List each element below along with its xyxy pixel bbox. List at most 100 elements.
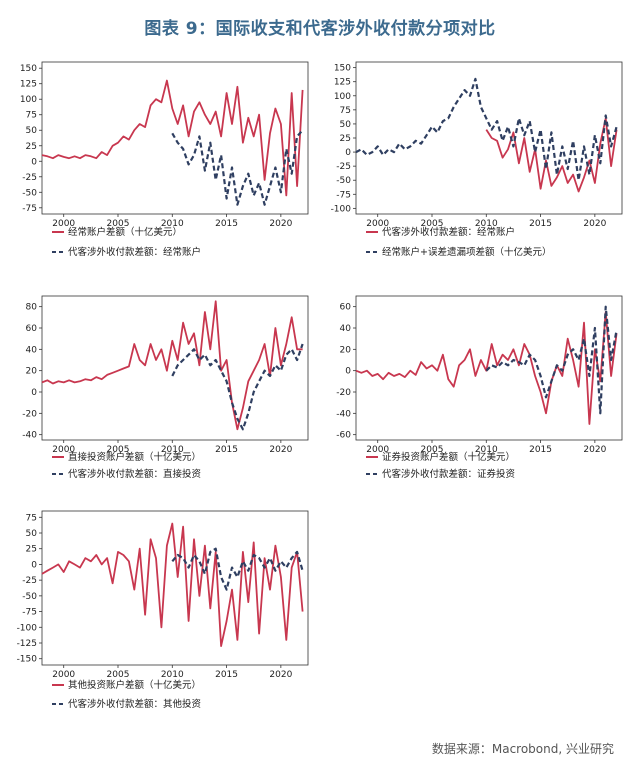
chart-portfolio-investment: -60 -40 -20 0 20 40 60 2000 2005 2010 2015 2020 证券投… (336, 295, 623, 480)
legend-label-2: 代客涉外收付款差额：其他投资 (68, 698, 202, 710)
x-tick-label: 2020 (269, 445, 292, 455)
x-tick-label: 2000 (366, 445, 389, 455)
legend-label-1: 经常账户差额（十亿美元） (68, 226, 182, 238)
plot-frame (41, 510, 309, 666)
y-tick-label: -100 (17, 623, 38, 633)
plot-axes: -40 -20 0 20 40 60 80 2000 2005 2010 2015 2020 (22, 295, 309, 455)
x-tick-label: 2015 (529, 219, 552, 229)
y-tick-label: -20 (336, 388, 351, 398)
x-tick-label: 2015 (529, 445, 552, 455)
y-tick-label: -75 (336, 190, 351, 200)
y-tick-label: 0 (31, 560, 37, 570)
legend: 直接投资账户差额（十亿美元） 代客涉外收付款差额：直接投资 (52, 451, 202, 480)
plot-axes: -75 -50 -25 0 25 50 75 100 125 150 2000 2005 2010 201… (20, 61, 309, 229)
y-tick-label: -75 (22, 608, 37, 618)
x-tick-label: 2000 (52, 219, 75, 229)
x-tick-label: 2005 (107, 219, 130, 229)
y-tick-label: 80 (26, 303, 38, 313)
y-tick-label: -50 (22, 592, 37, 602)
y-tick-label: -75 (22, 204, 37, 214)
x-tick-label: 2020 (583, 219, 606, 229)
x-tick-label: 2010 (161, 219, 184, 229)
plot-axes: -60 -40 -20 0 20 40 60 2000 2005 2010 2015 2020 (336, 295, 623, 455)
series-line-dashed (171, 343, 304, 431)
y-tick-label: 125 (20, 80, 37, 90)
y-tick-label: 100 (20, 95, 37, 105)
legend: 其他投资账户差额（十亿美元） 代客涉外收付款差额：其他投资 (52, 679, 202, 710)
y-tick-label: -25 (22, 576, 37, 586)
y-tick-label: 25 (26, 142, 37, 152)
plot-lines (355, 305, 618, 425)
y-tick-label: 40 (340, 324, 352, 334)
plot-frame (41, 295, 309, 441)
y-tick-label: -25 (336, 162, 351, 172)
y-tick-label: 100 (334, 92, 351, 102)
x-tick-label: 2010 (475, 445, 498, 455)
legend-label-2: 代客涉外收付款差额：经常账户 (68, 246, 201, 258)
x-tick-label: 2000 (366, 219, 389, 229)
y-tick-label: -25 (22, 173, 37, 183)
y-tick-label: 50 (26, 126, 38, 136)
x-tick-label: 2010 (161, 670, 184, 680)
series-line-dashed (485, 305, 618, 415)
legend-label-1: 证券投资账户差额（十亿美元） (382, 451, 515, 463)
x-tick-label: 2005 (421, 219, 444, 229)
legend: 证券投资账户差额（十亿美元） 代客涉外收付款差额：证券投资 (366, 451, 516, 480)
y-tick-label: 60 (340, 303, 352, 313)
y-tick-label: 40 (26, 345, 38, 355)
series-line-dashed (355, 77, 618, 182)
x-tick-label: 2020 (269, 219, 292, 229)
plot-lines (41, 300, 304, 431)
series-line-solid (355, 311, 618, 425)
y-tick-label: -150 (17, 655, 38, 665)
y-tick-label: -125 (17, 639, 37, 649)
legend-label-1: 其他投资账户差额（十亿美元） (68, 679, 201, 691)
chart-current-vs-errors: -100 -75 -50 -25 0 25 50 75 100 125 150 2000 2005 201… (331, 61, 623, 258)
legend-label-1: 代客涉外收付款差额：经常账户 (382, 226, 515, 238)
plot-frame (41, 61, 309, 215)
y-tick-label: -20 (22, 409, 37, 419)
y-tick-label: 0 (31, 388, 37, 398)
y-tick-label: -40 (22, 431, 37, 441)
x-tick-label: 2005 (107, 670, 130, 680)
legend: 代客涉外收付款差额：经常账户 经常账户+误差遗漏项差额（十亿美元） (366, 226, 551, 258)
plot-axes: -100 -75 -50 -25 0 25 50 75 100 125 150 2000 2005 201… (331, 61, 623, 229)
series-line-solid (41, 522, 304, 648)
y-tick-label: 50 (340, 120, 352, 130)
y-tick-label: 0 (31, 157, 37, 167)
y-tick-label: 50 (26, 529, 38, 539)
legend-label-2: 代客涉外收付款差额：证券投资 (382, 468, 516, 480)
figure-title: 图表 9：国际收支和代客涉外收付款分项对比 (144, 19, 496, 39)
x-tick-label: 2020 (269, 670, 292, 680)
x-tick-label: 2010 (475, 219, 498, 229)
y-tick-label: -40 (336, 409, 351, 419)
plot-frame (355, 61, 623, 215)
chart-current-account: -75 -50 -25 0 25 50 75 100 125 150 2000 2005 2010 201… (20, 61, 309, 258)
y-tick-label: 0 (345, 367, 351, 377)
y-tick-label: -100 (331, 204, 352, 214)
y-tick-label: -60 (336, 431, 351, 441)
series-line-solid (485, 117, 618, 193)
plot-lines (355, 77, 618, 193)
series-line-solid (41, 79, 304, 197)
y-tick-label: -50 (336, 176, 351, 186)
y-tick-label: 60 (26, 324, 38, 334)
x-tick-label: 2020 (583, 445, 606, 455)
plot-frame (355, 295, 623, 441)
x-tick-label: 2010 (161, 445, 184, 455)
chart-direct-investment: -40 -20 0 20 40 60 80 2000 2005 2010 2015 2020 直接投资… (22, 295, 309, 480)
y-tick-label: 25 (26, 545, 37, 555)
series-line-solid (41, 300, 303, 431)
x-tick-label: 2015 (215, 219, 238, 229)
y-tick-label: 75 (26, 111, 37, 121)
y-tick-label: 75 (340, 106, 351, 116)
y-tick-label: 150 (334, 64, 351, 74)
legend-label-2: 经常账户+误差遗漏项差额（十亿美元） (382, 246, 551, 258)
y-tick-label: 125 (334, 78, 351, 88)
y-tick-label: -50 (22, 188, 37, 198)
x-tick-label: 2015 (215, 445, 238, 455)
legend: 经常账户差额（十亿美元） 代客涉外收付款差额：经常账户 (52, 226, 201, 258)
plot-lines (41, 522, 304, 648)
y-tick-label: 0 (345, 148, 351, 158)
x-tick-label: 2005 (107, 445, 130, 455)
